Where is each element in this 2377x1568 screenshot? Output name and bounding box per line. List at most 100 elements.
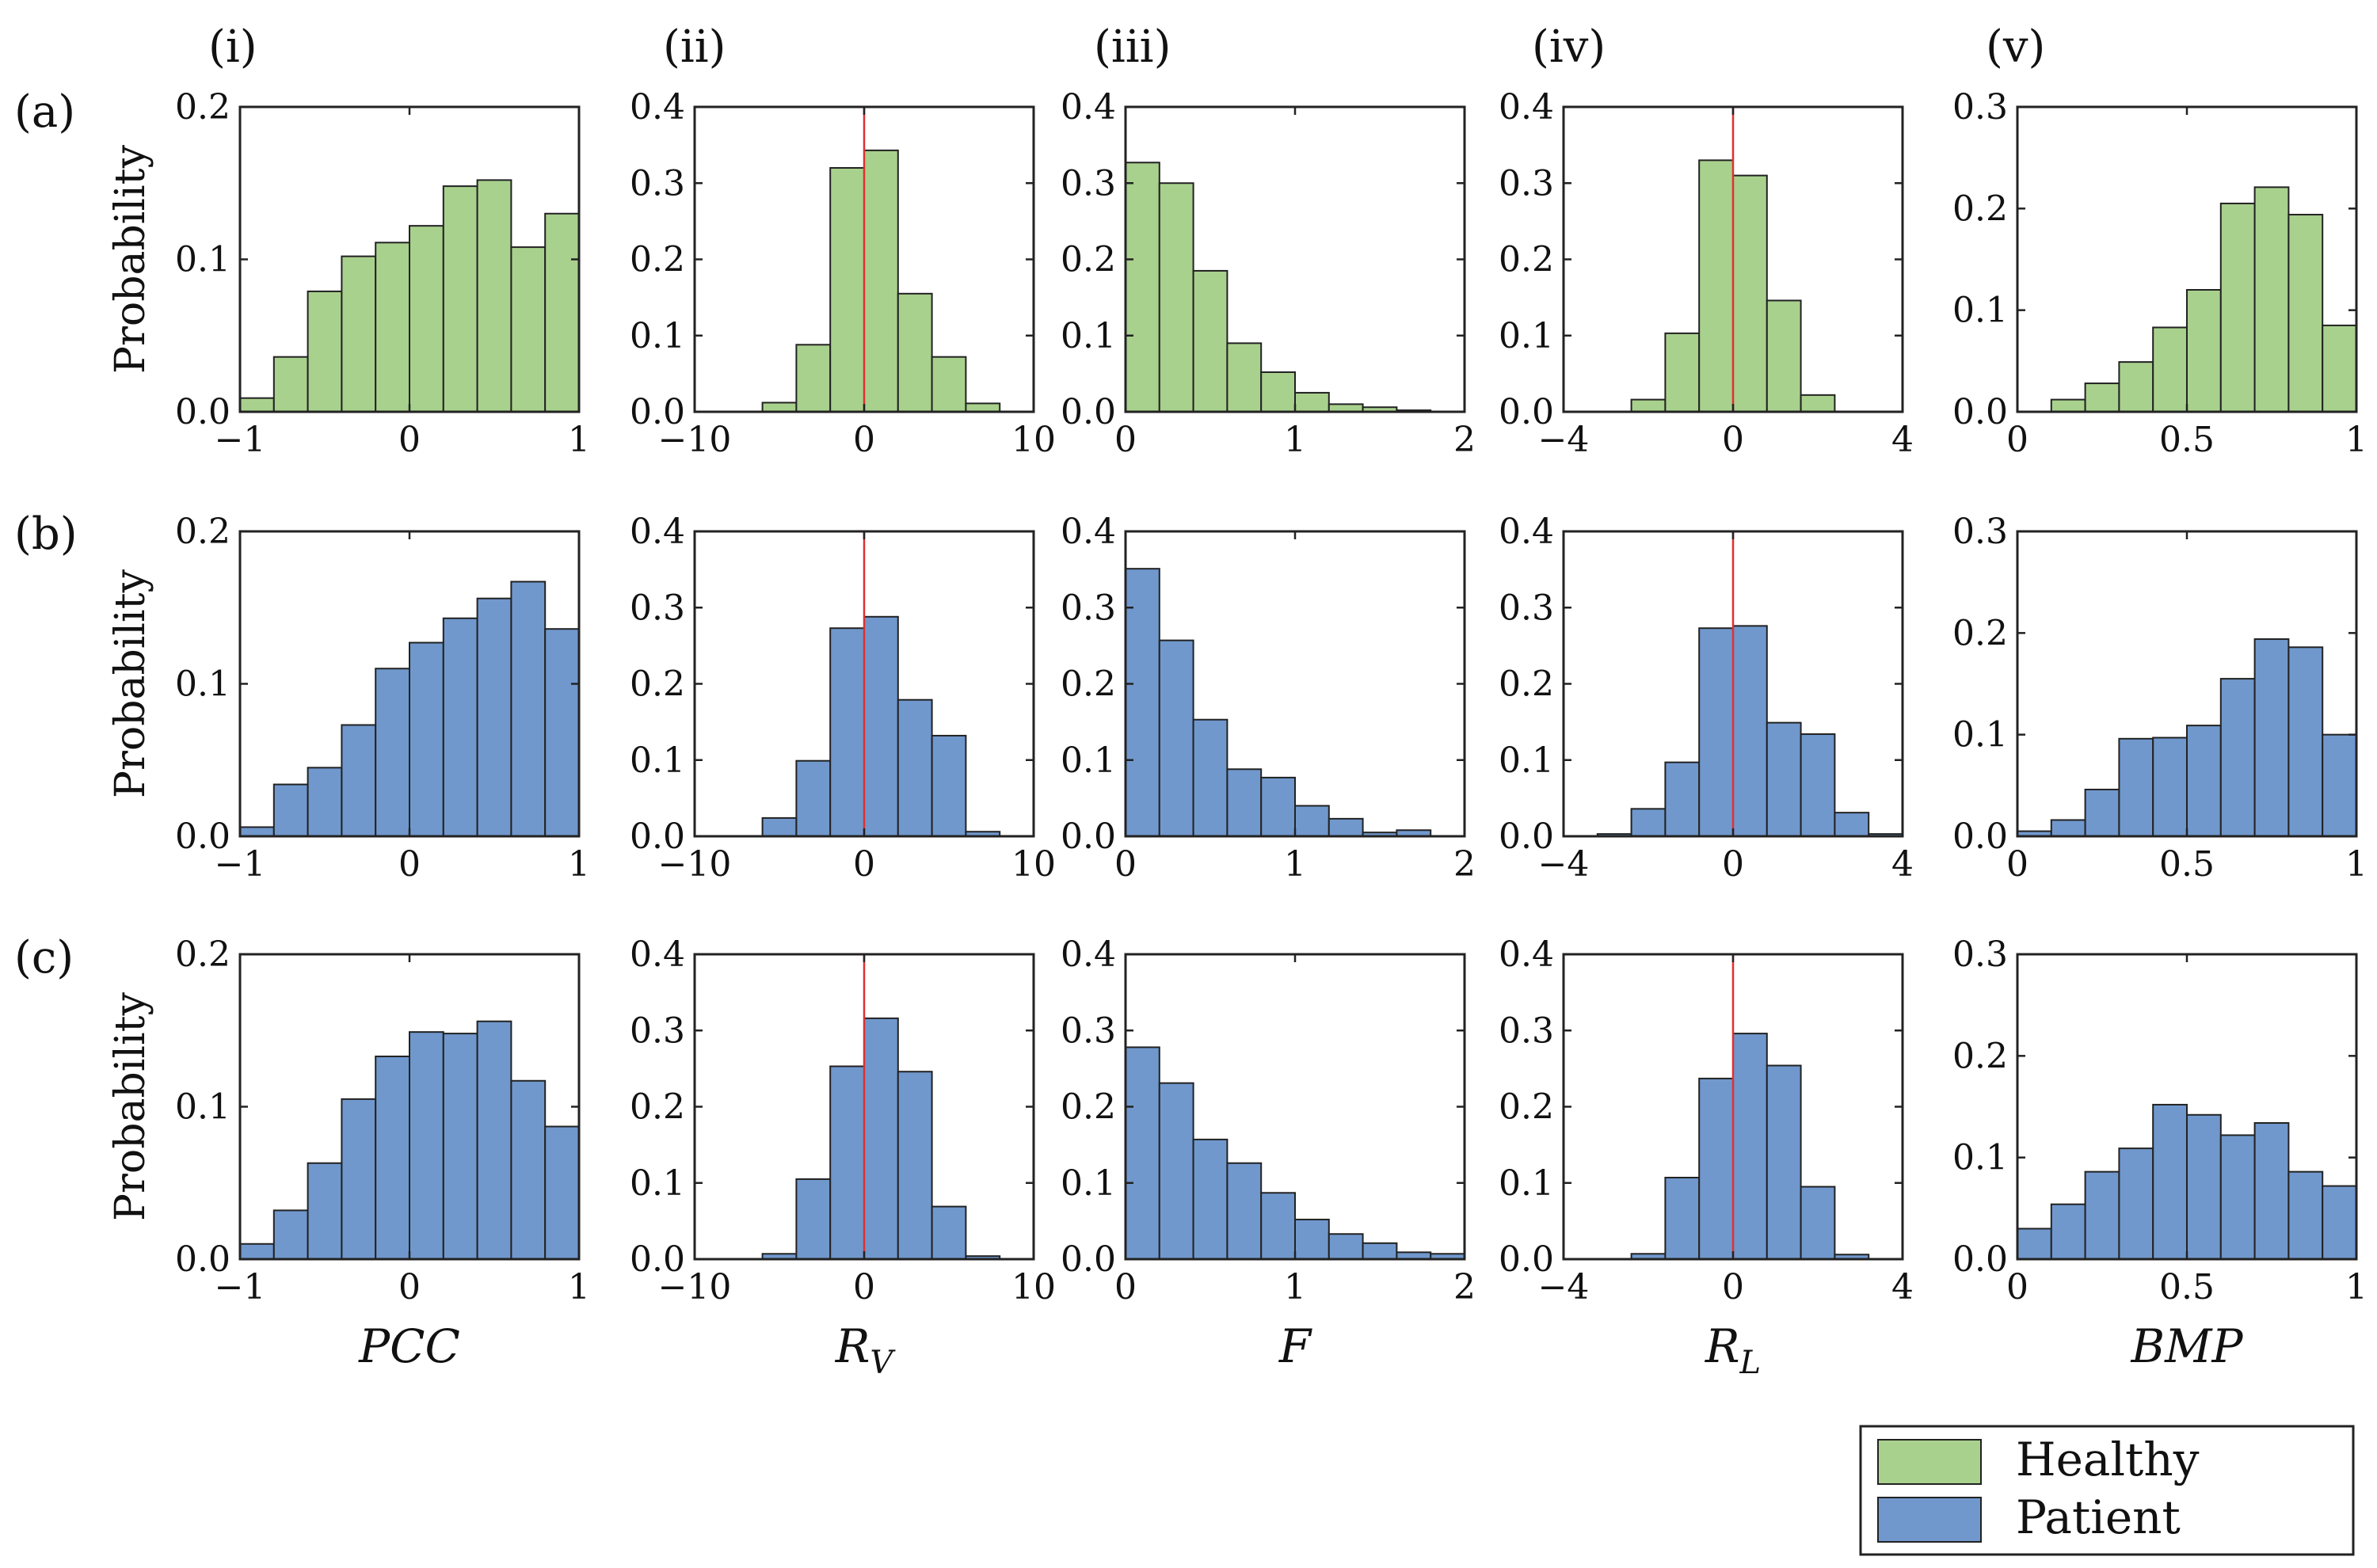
- y-tick-label: 0.2: [630, 664, 685, 705]
- x-tick-label: 0: [398, 1267, 421, 1307]
- y-tick-label: 0.4: [1061, 87, 1116, 127]
- y-tick-label: 0.0: [630, 392, 685, 432]
- x-tick-label: 1: [568, 1267, 590, 1307]
- y-tick-label: 0.1: [175, 664, 230, 705]
- x-tick-label: −4: [1538, 1267, 1590, 1307]
- histogram-bar: [442, 185, 478, 413]
- x-tick-label: 0: [398, 420, 421, 460]
- histogram-panel: 0.0 0.1 0.2 −1 0 1 Probability: [107, 512, 590, 885]
- histogram-bar: [1192, 1138, 1228, 1260]
- x-tick-label: −1: [215, 844, 266, 885]
- y-tick-label: 0.1: [1952, 715, 2008, 755]
- y-axis-label: Probability: [107, 569, 154, 798]
- x-tick-label: −1: [215, 1267, 266, 1307]
- histogram-bar: [307, 1162, 343, 1260]
- histogram-bar: [239, 826, 275, 837]
- y-tick-label: 0.3: [1952, 512, 2008, 552]
- histogram-bar: [2322, 733, 2357, 838]
- histogram-bar: [375, 1055, 411, 1260]
- y-tick-label: 0.1: [1061, 1163, 1116, 1204]
- x-tick-label: 1: [2345, 420, 2367, 460]
- legend-swatch-healthy: [1877, 1439, 1982, 1485]
- x-tick-label: −4: [1538, 844, 1590, 885]
- histogram-bar: [2152, 326, 2188, 413]
- y-tick-label: 0.2: [1061, 240, 1116, 280]
- x-axis-label-subscript: L: [1739, 1345, 1762, 1381]
- histogram-bar: [510, 1079, 547, 1261]
- histogram-bar: [1664, 1177, 1701, 1260]
- row-label: (c): [14, 932, 74, 984]
- histogram-bar: [1260, 1192, 1296, 1260]
- histogram-bar: [544, 1125, 581, 1261]
- histogram-bar: [1328, 1233, 1364, 1261]
- y-tick-label: 0.3: [1952, 934, 2008, 975]
- histogram-bar: [272, 1209, 309, 1261]
- histogram-bar: [863, 149, 899, 413]
- histogram-bar: [1328, 817, 1364, 838]
- histogram-bar: [761, 402, 798, 413]
- histogram-bar: [1834, 812, 1870, 837]
- y-tick-label: 0.2: [1952, 1036, 2008, 1076]
- y-tick-label: 0.2: [1061, 664, 1116, 705]
- histogram-bar: [795, 344, 832, 413]
- histogram-bar: [863, 615, 899, 837]
- histogram-bar: [1664, 332, 1701, 413]
- histogram-bar: [2084, 382, 2120, 413]
- x-tick-label: 0: [398, 844, 421, 885]
- histogram-bar: [544, 212, 581, 413]
- legend: Healthy Patient: [1859, 1425, 2355, 1556]
- histogram-bar: [897, 698, 933, 838]
- legend-swatch-patient: [1877, 1497, 1982, 1543]
- y-tick-label: 0.1: [175, 240, 230, 280]
- legend-label-patient: Patient: [2016, 1490, 2181, 1544]
- histogram-bar: [2186, 1113, 2222, 1261]
- histogram-bar: [1698, 159, 1734, 413]
- histogram-bar: [1362, 1242, 1398, 1260]
- y-tick-label: 0.2: [1499, 1087, 1554, 1128]
- y-tick-label: 0.3: [1061, 163, 1116, 204]
- column-label: (ii): [663, 21, 726, 73]
- histogram-bar: [931, 734, 967, 838]
- x-tick-label: 0: [1722, 420, 1744, 460]
- y-tick-label: 0.2: [1061, 1087, 1116, 1128]
- y-tick-label: 0.3: [630, 1010, 685, 1051]
- x-tick-label: 2: [1453, 420, 1476, 460]
- y-tick-label: 0.1: [1061, 316, 1116, 356]
- histogram-bar: [476, 597, 512, 837]
- histogram-bar: [1630, 398, 1667, 413]
- y-tick-label: 0.1: [630, 740, 685, 781]
- x-axis-label: BMP: [2130, 1319, 2243, 1373]
- histogram-bar: [1294, 805, 1330, 837]
- y-tick-label: 0.1: [1952, 1138, 2008, 1178]
- y-tick-label: 0.2: [1499, 664, 1554, 705]
- x-tick-label: 4: [1891, 1267, 1914, 1307]
- histogram-bar: [1294, 1218, 1330, 1260]
- histogram-bar: [2152, 1103, 2188, 1261]
- x-tick-label: 2: [1453, 1267, 1476, 1307]
- x-axis-label-main: BMP: [2130, 1319, 2243, 1373]
- x-tick-label: 0: [1114, 844, 1137, 885]
- histogram-bar: [2287, 1170, 2324, 1260]
- histogram-bar: [1732, 625, 1768, 837]
- histogram-bar: [2152, 736, 2188, 837]
- x-tick-label: −4: [1538, 420, 1590, 460]
- histogram-panel: 0.0 0.1 0.2 −1 0 1 Probability: [107, 87, 590, 460]
- histogram-bar: [795, 1178, 832, 1260]
- histogram-bar: [2050, 1203, 2086, 1260]
- histogram-bar: [2322, 324, 2357, 413]
- histogram-bar: [375, 668, 411, 837]
- y-tick-label: 0.1: [1499, 1163, 1554, 1204]
- histogram-bar: [1226, 342, 1263, 413]
- x-axis-label: RL: [1705, 1319, 1761, 1381]
- x-tick-label: 0.5: [2159, 1267, 2215, 1307]
- y-tick-label: 0.0: [1061, 816, 1116, 857]
- histogram-bar: [409, 1031, 444, 1261]
- x-tick-label: 10: [1011, 420, 1056, 460]
- x-tick-label: −10: [658, 1267, 732, 1307]
- histogram-bar: [2253, 1122, 2290, 1260]
- histogram-bar: [409, 641, 444, 838]
- y-tick-label: 0.2: [1952, 188, 2008, 229]
- histogram-bar: [1800, 394, 1836, 413]
- y-tick-label: 0.0: [630, 1239, 685, 1280]
- x-axis-label: PCC: [358, 1319, 460, 1373]
